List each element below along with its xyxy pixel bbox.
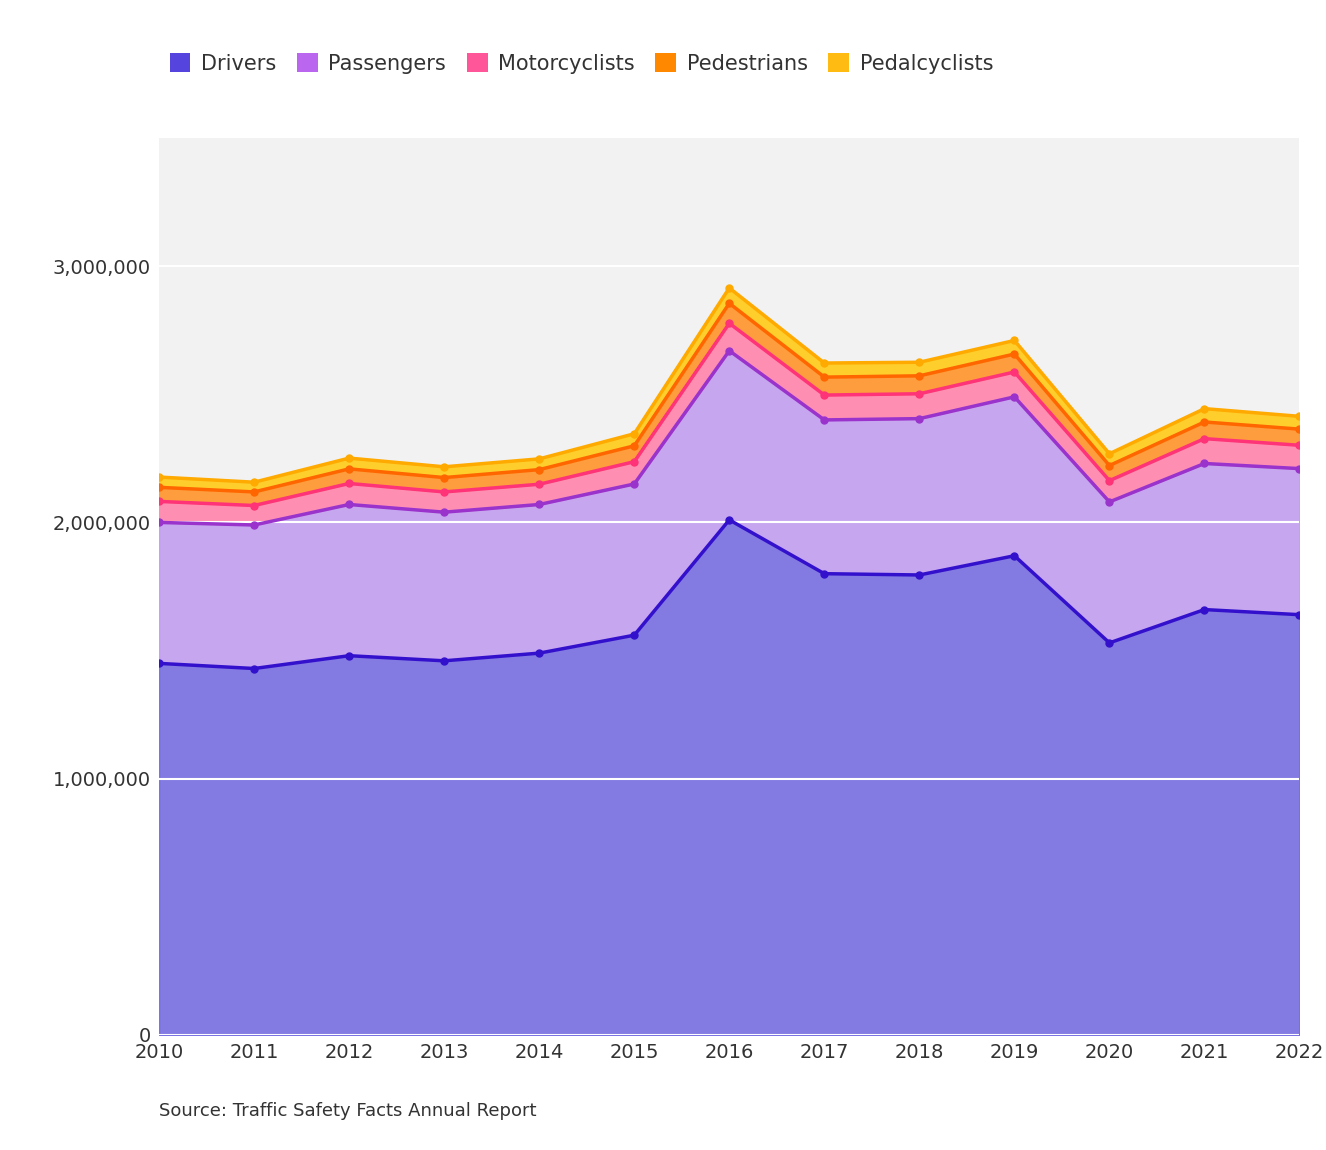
Legend: Drivers, Passengers, Motorcyclists, Pedestrians, Pedalcyclists: Drivers, Passengers, Motorcyclists, Pede… [170, 53, 993, 74]
Text: Source: Traffic Safety Facts Annual Report: Source: Traffic Safety Facts Annual Repo… [159, 1102, 537, 1119]
